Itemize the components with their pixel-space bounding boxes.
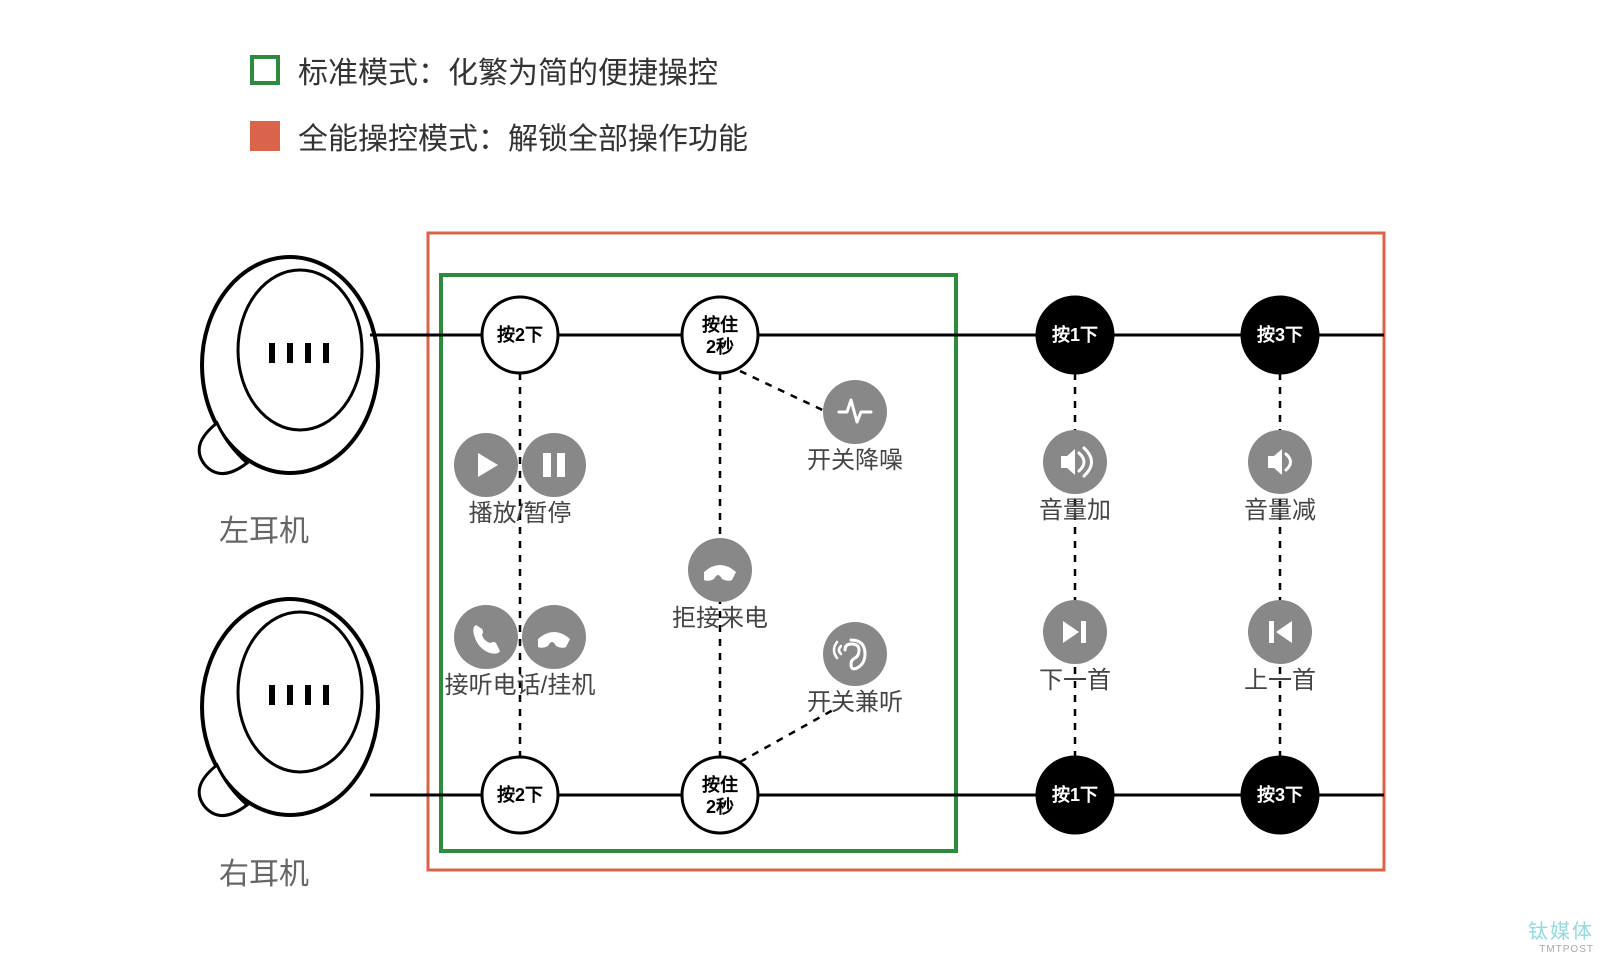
right-earbud-label: 右耳机 [219,849,309,893]
svg-text:音量加: 音量加 [1039,497,1111,524]
svg-text:按住: 按住 [702,314,738,335]
svg-text:播放/暂停: 播放/暂停 [469,500,572,527]
svg-text:上一首: 上一首 [1244,667,1316,694]
watermark: 钛媒体 TMTPOST [1528,915,1594,955]
svg-text:接听电话/挂机: 接听电话/挂机 [445,672,596,699]
svg-text:按2下: 按2下 [497,784,543,805]
svg-text:按2下: 按2下 [497,324,543,345]
svg-text:下一首: 下一首 [1039,667,1111,694]
svg-text:按住: 按住 [702,774,738,795]
left-earbud-label: 左耳机 [219,506,309,550]
svg-text:开关兼听: 开关兼听 [807,689,903,716]
svg-text:音量减: 音量减 [1244,497,1316,524]
svg-text:拒接来电: 拒接来电 [672,605,768,632]
svg-text:2秒: 2秒 [706,796,734,817]
svg-text:按3下: 按3下 [1257,784,1303,805]
diagram-svg: 按2下按住2秒按1下按3下按2下按住2秒按1下按3下播放/暂停拒接来电开关降噪音… [0,0,1610,961]
canvas: 标准模式：化繁为简的便捷操控 全能操控模式：解锁全部操作功能 按2下按住2秒按1… [0,0,1610,961]
svg-text:开关降噪: 开关降噪 [807,447,903,474]
svg-text:按3下: 按3下 [1257,324,1303,345]
svg-text:2秒: 2秒 [706,336,734,357]
svg-text:按1下: 按1下 [1052,324,1098,345]
svg-text:按1下: 按1下 [1052,784,1098,805]
